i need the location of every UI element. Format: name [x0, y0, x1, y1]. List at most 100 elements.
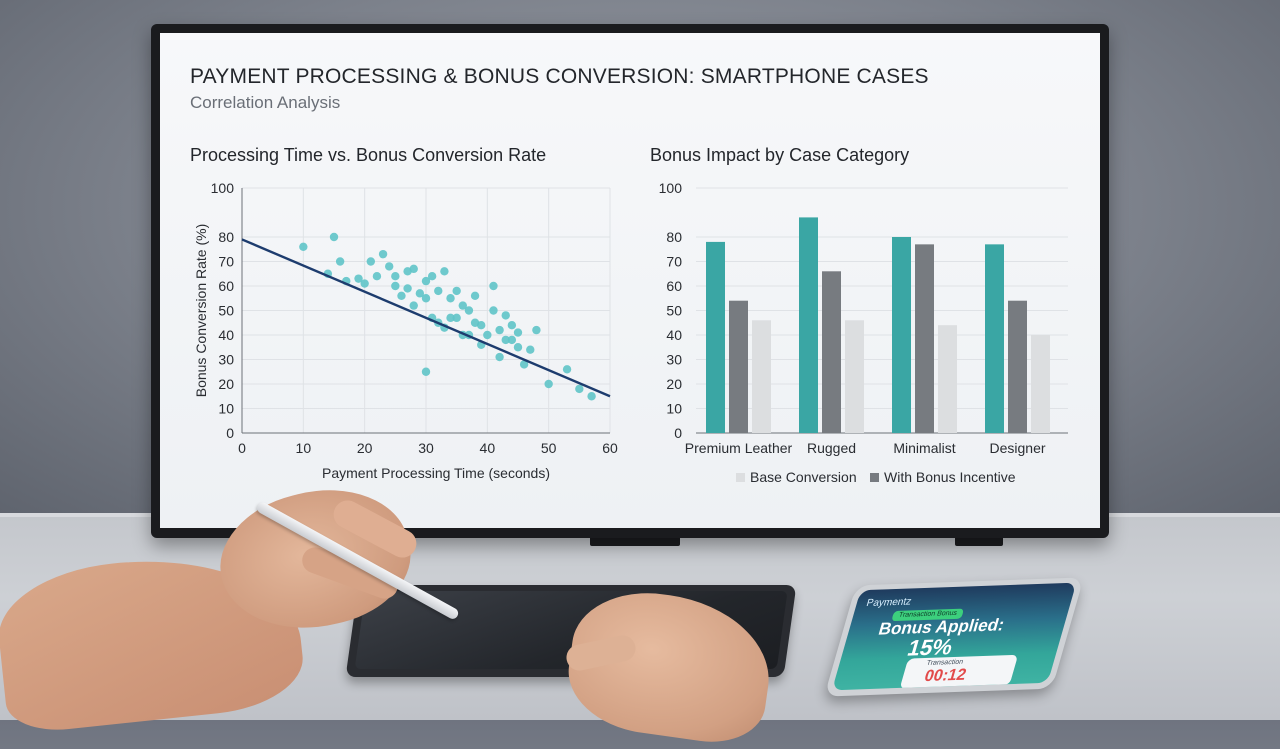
- scatter-x-tick-label: 10: [296, 440, 312, 456]
- scatter-point: [477, 321, 486, 330]
- scatter-point: [391, 281, 400, 291]
- bar-rugged-series-1: [822, 271, 841, 433]
- scatter-y-axis-label: Bonus Conversion Rate (%): [193, 224, 209, 398]
- scatter-point: [415, 289, 425, 298]
- smartphone: Paymentz Transaction Bonus Bonus Applied…: [824, 577, 1084, 697]
- scatter-point: [513, 343, 523, 352]
- scatter-point: [385, 262, 394, 271]
- scatter-y-tick-label: 50: [218, 303, 234, 319]
- scatter-point: [452, 313, 461, 323]
- phone-timer-label: Transaction: [925, 658, 964, 668]
- scatter-y-tick-label: 30: [218, 352, 234, 368]
- scatter-point: [421, 276, 431, 286]
- bar-category-label: Premium Leather: [685, 440, 793, 456]
- scatter-point: [409, 264, 418, 274]
- scatter-y-tick-label: 70: [218, 254, 234, 270]
- scatter-point: [360, 279, 369, 288]
- scatter-x-tick-label: 30: [418, 440, 434, 456]
- scatter-x-tick-label: 0: [238, 440, 246, 456]
- bar-y-tick-label: 60: [666, 278, 682, 294]
- dashboard-subtitle: Correlation Analysis: [190, 93, 341, 112]
- scatter-point: [519, 360, 529, 369]
- bar-y-tick-label: 40: [666, 327, 682, 343]
- scatter-point: [409, 301, 418, 310]
- scatter-point: [532, 325, 541, 335]
- bar-y-tick-label: 0: [674, 425, 682, 441]
- scatter-y-tick-label: 10: [218, 401, 234, 417]
- scatter-point: [489, 281, 498, 291]
- scatter-point: [501, 335, 510, 345]
- bar-y-tick-label: 20: [666, 376, 682, 392]
- bar-minimalist-series-1: [915, 244, 934, 433]
- bar-rugged-series-0: [799, 217, 818, 433]
- scatter-point: [483, 330, 492, 340]
- bar-category-label: Rugged: [807, 440, 856, 456]
- scatter-point: [403, 284, 412, 293]
- phone-timer-card: Transaction 00:12: [899, 654, 1019, 689]
- scatter-y-tick-label: 80: [218, 229, 234, 245]
- scatter-point: [507, 335, 517, 345]
- bar-minimalist-series-2: [938, 325, 957, 433]
- scatter-point: [421, 294, 431, 303]
- scatter-x-tick-label: 20: [357, 440, 373, 456]
- scatter-y-tick-label: 0: [226, 425, 234, 441]
- bar-category-label: Designer: [989, 440, 1045, 456]
- monitor-screen: PAYMENT PROCESSING & BONUS CONVERSION: S…: [160, 33, 1100, 528]
- scatter-y-tick-label: 100: [211, 180, 235, 196]
- bar-category-label: Minimalist: [893, 440, 955, 456]
- scatter-point: [513, 328, 523, 337]
- bar-designer-series-1: [1008, 300, 1027, 433]
- monitor-foot-right: [955, 536, 1003, 546]
- scatter-point: [495, 352, 504, 362]
- scatter-trendline: [241, 238, 611, 398]
- bar-minimalist-series-0: [892, 237, 911, 433]
- scatter-point: [329, 232, 339, 242]
- scatter-point: [354, 274, 363, 283]
- scatter-point: [458, 301, 467, 310]
- bar-chart: 0 10 20 30 40 50 60 70 80 100 Premium Leather Rugge…: [659, 180, 1068, 485]
- dashboard-title: PAYMENT PROCESSING & BONUS CONVERSION: S…: [190, 65, 929, 88]
- scatter-point: [501, 311, 510, 320]
- scatter-point: [489, 306, 498, 315]
- scatter-point: [421, 367, 431, 376]
- scatter-point: [452, 286, 461, 296]
- legend-swatch-base: [736, 473, 745, 482]
- bar-premium-leather-series-1: [729, 300, 748, 433]
- scatter-chart-title: Processing Time vs. Bonus Conversion Rat…: [190, 145, 547, 165]
- phone-timer-value: 00:12: [922, 666, 969, 686]
- scatter-point: [446, 294, 455, 303]
- bar-designer-series-2: [1031, 335, 1050, 433]
- scatter-x-tick-label: 50: [541, 440, 557, 456]
- legend-label-bonus: With Bonus Incentive: [884, 469, 1016, 485]
- scatter-point: [335, 257, 345, 266]
- bar-rugged-series-2: [845, 320, 864, 433]
- legend-label-base: Base Conversion: [750, 469, 857, 485]
- scatter-chart: 0 10 20 30 40 50 60 70 80 100 0 10 20 30 40 50 60 Payment…: [193, 180, 618, 481]
- scatter-point: [575, 384, 584, 394]
- bar-premium-leather-series-2: [752, 320, 771, 433]
- bar-y-tick-label: 100: [659, 180, 683, 196]
- scatter-point: [507, 321, 517, 330]
- bar-designer-series-0: [985, 244, 1004, 433]
- scatter-x-tick-label: 40: [480, 440, 496, 456]
- bar-y-tick-label: 80: [666, 229, 682, 245]
- scatter-point: [440, 267, 449, 276]
- scatter-point: [427, 272, 437, 281]
- scatter-point: [464, 306, 474, 315]
- scatter-point: [495, 325, 504, 335]
- scatter-point: [526, 345, 535, 354]
- scatter-point: [587, 392, 596, 401]
- scatter-point: [562, 365, 572, 374]
- scatter-point: [446, 313, 455, 323]
- scatter-point: [391, 272, 400, 281]
- scatter-y-tick-label: 20: [218, 376, 234, 392]
- bar-y-tick-label: 10: [666, 401, 682, 417]
- phone-app-header: Paymentz: [865, 596, 913, 610]
- phone-screen[interactable]: Paymentz Transaction Bonus Bonus Applied…: [831, 582, 1077, 691]
- bar-y-tick-label: 70: [666, 254, 682, 270]
- bar-y-tick-label: 30: [666, 352, 682, 368]
- scatter-y-tick-label: 40: [218, 327, 234, 343]
- bar-chart-title: Bonus Impact by Case Category: [650, 145, 910, 165]
- scatter-point: [397, 291, 406, 300]
- scatter-point: [434, 286, 443, 296]
